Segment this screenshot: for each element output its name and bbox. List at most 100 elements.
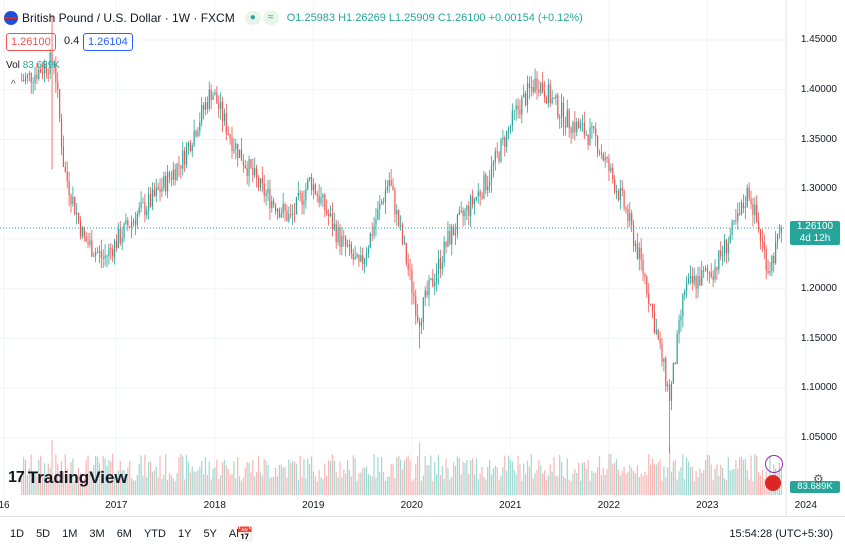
candle-body — [415, 296, 417, 316]
volume-bar — [458, 457, 460, 495]
volume-bar — [216, 459, 218, 495]
candle-body — [614, 179, 616, 193]
range-5y[interactable]: 5Y — [203, 528, 217, 540]
volume-bar — [600, 475, 602, 495]
sell-button[interactable]: 1.26100 — [6, 33, 56, 51]
volume-bar — [615, 459, 618, 495]
candle-body — [439, 258, 441, 270]
volume-bar — [328, 460, 330, 495]
range-1m[interactable]: 1M — [62, 528, 78, 540]
range-3m[interactable]: 3M — [89, 528, 105, 540]
volume-bar — [466, 459, 468, 495]
candle-body — [134, 220, 136, 225]
candle-body — [767, 270, 769, 273]
volume-bar — [242, 477, 244, 495]
volume-bar — [165, 454, 167, 495]
tradingview-mark-icon: 17 — [8, 469, 25, 486]
volume-bar — [523, 463, 525, 495]
lightning-icon[interactable] — [765, 455, 783, 473]
candle-body — [462, 210, 464, 217]
candle-body — [632, 224, 635, 246]
candle-body — [449, 230, 451, 245]
volume-bar — [655, 464, 657, 495]
candle-body — [32, 82, 34, 84]
compare-icon[interactable]: ≈ — [262, 11, 279, 25]
volume-bar — [202, 474, 205, 495]
eye-icon[interactable]: ● — [244, 11, 261, 25]
volume-bar — [388, 476, 390, 495]
volume-bar — [28, 467, 30, 495]
candle-body — [401, 225, 404, 244]
volume-bar — [596, 467, 599, 495]
volume-bar — [60, 460, 63, 495]
candle-body — [583, 123, 585, 135]
candle-body — [399, 225, 402, 227]
volume-bar — [238, 476, 241, 495]
candle-body — [555, 95, 557, 99]
calendar-icon[interactable]: 📅 — [236, 526, 254, 542]
volume-bar — [479, 473, 481, 495]
candle-body — [79, 220, 82, 237]
volume-bar — [331, 454, 333, 495]
volume-bar — [47, 463, 49, 495]
candle-body — [407, 263, 409, 270]
range-1y[interactable]: 1Y — [177, 528, 192, 540]
volume-bar — [684, 479, 686, 495]
candle-body — [110, 248, 112, 250]
symbol-title[interactable]: British Pound / U.S. Dollar · 1W · FXCM — [22, 11, 235, 25]
candle-body — [740, 203, 743, 215]
candle-body — [528, 83, 530, 88]
candle-body — [123, 224, 125, 239]
candle-body — [132, 220, 135, 222]
range-6m[interactable]: 6M — [116, 528, 132, 540]
volume-bar — [233, 461, 235, 495]
candle-body — [316, 193, 318, 196]
volume-bar — [72, 458, 74, 495]
volume-bar — [648, 454, 650, 495]
candle-body — [367, 248, 369, 254]
buy-button[interactable]: 1.26104 — [83, 33, 133, 51]
chevron-up-icon[interactable]: ^ — [11, 79, 16, 90]
price-chart[interactable] — [0, 0, 845, 516]
candle-body — [447, 230, 449, 247]
volume-bar — [718, 475, 720, 495]
volume-label: Vol — [6, 60, 20, 71]
volume-bar — [471, 458, 474, 495]
gear-icon[interactable]: ⚙ — [813, 472, 824, 486]
indicator-toggles[interactable]: ● ≈ — [244, 11, 279, 25]
x-tick-label: 2017 — [105, 500, 128, 511]
candle-body — [629, 213, 631, 221]
candle-body — [112, 249, 114, 257]
candle-body — [335, 223, 337, 242]
range-5d[interactable]: 5D — [36, 528, 51, 540]
candle-body — [377, 208, 379, 220]
range-ytd[interactable]: YTD — [143, 528, 166, 540]
volume-bar — [746, 470, 748, 495]
candle-body — [161, 187, 163, 193]
volume-bar — [32, 476, 34, 495]
volume-bar — [146, 476, 148, 495]
range-1d[interactable]: 1D — [10, 528, 25, 540]
candle-body — [714, 267, 716, 280]
candle-body — [40, 69, 42, 73]
candle-body — [38, 69, 40, 79]
clock-readout[interactable]: 15:54:28 (UTC+5:30) — [729, 528, 833, 540]
volume-bar — [170, 475, 172, 495]
candle-body — [396, 210, 398, 215]
volume-bar — [85, 460, 87, 495]
volume-bar — [608, 454, 610, 495]
candle-body — [460, 210, 462, 212]
volume-bar — [604, 474, 606, 495]
volume-bar — [456, 456, 459, 495]
candle-body — [49, 52, 51, 74]
candle-body — [470, 196, 472, 216]
volume-bar — [651, 458, 654, 495]
volume-bar — [218, 478, 220, 495]
volume-bar — [733, 468, 735, 495]
volume-bar — [453, 462, 455, 495]
range-all[interactable]: All — [228, 528, 242, 540]
candle-body — [443, 241, 445, 263]
candle-body — [352, 253, 354, 260]
volume-bar — [602, 467, 604, 495]
volume-bar — [547, 475, 549, 495]
